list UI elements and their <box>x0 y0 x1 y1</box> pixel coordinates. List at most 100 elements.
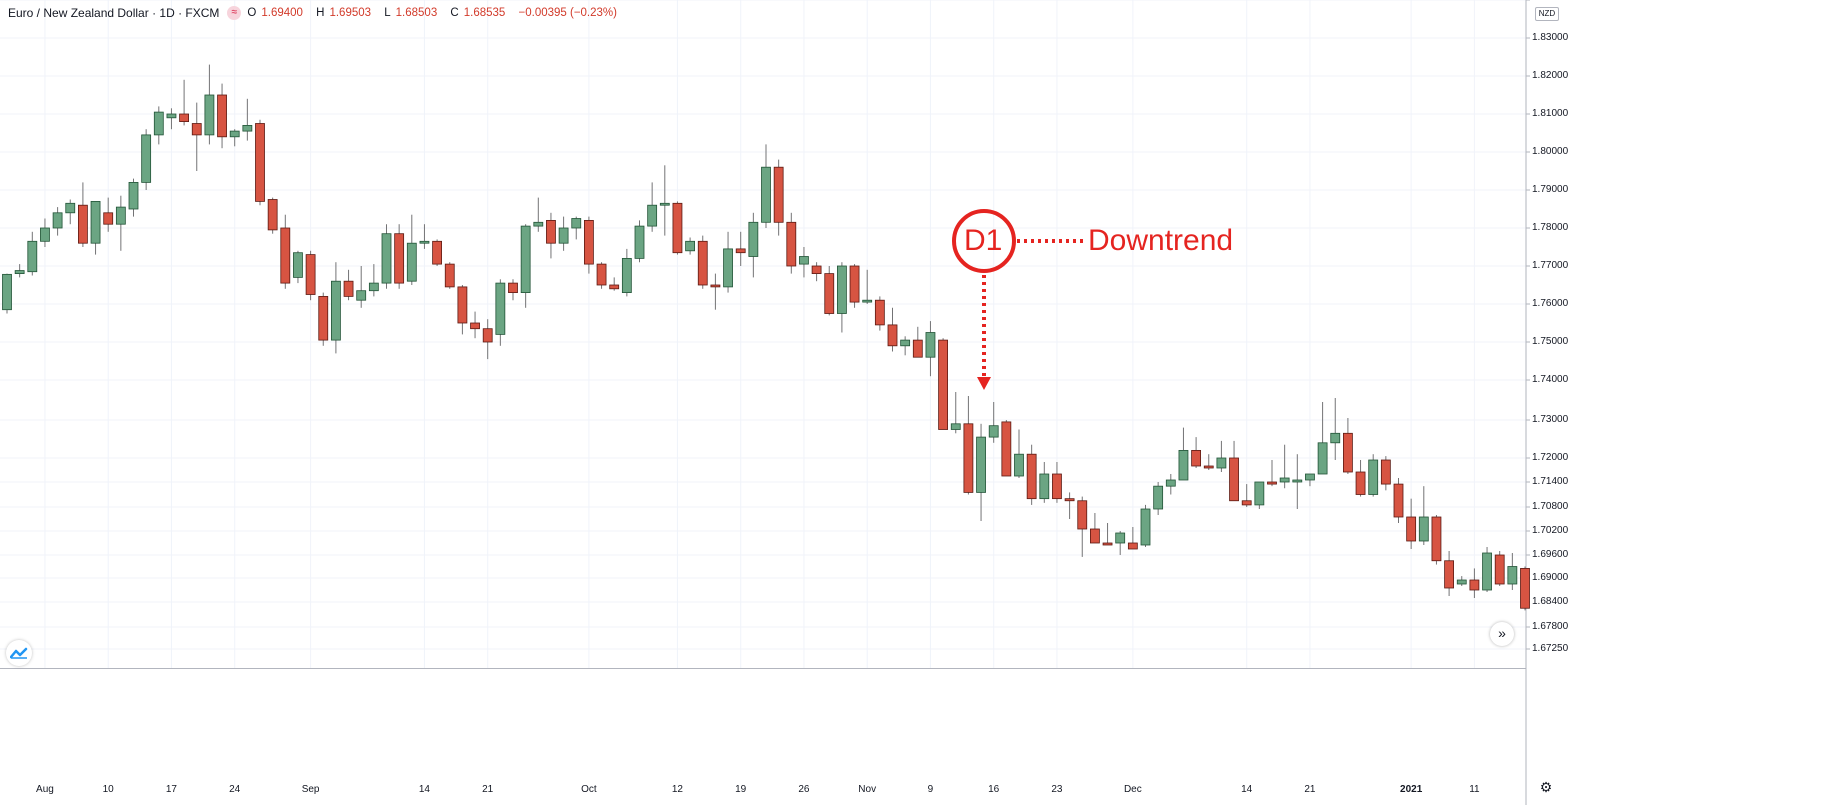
wave-icon[interactable]: ≈ <box>227 6 242 20</box>
candle-body <box>697 240 708 286</box>
candle-body <box>558 227 569 244</box>
candle-body <box>824 273 835 314</box>
candle-body <box>672 202 683 254</box>
candle-body <box>533 221 544 227</box>
candle-body <box>1254 481 1265 506</box>
double-chevron-right-icon[interactable]: » <box>1490 622 1514 646</box>
candle-body <box>1014 453 1024 477</box>
time-tick-label: 14 <box>418 784 430 795</box>
currency-badge[interactable]: NZD <box>1535 7 1559 21</box>
price-tick-label: 1.72000 <box>1532 452 1569 463</box>
candle-body <box>811 265 822 274</box>
time-tick-label: 21 <box>482 784 494 795</box>
price-tick-label: 1.81000 <box>1532 108 1569 119</box>
price-tick-label: 1.70800 <box>1532 501 1569 512</box>
candle-body <box>1469 579 1480 591</box>
candle-body <box>520 225 531 294</box>
candle-body <box>470 322 480 330</box>
candle-body <box>647 204 658 227</box>
candle-body <box>1406 516 1417 542</box>
price-tick-label: 1.76000 <box>1532 298 1569 309</box>
candle-body <box>925 332 936 358</box>
candle-body <box>482 328 493 343</box>
time-tick-label: 16 <box>988 784 1000 795</box>
candle-body <box>609 284 620 290</box>
candle-body <box>1305 473 1315 481</box>
price-tick-label: 1.82000 <box>1532 70 1569 81</box>
candle-body <box>368 282 379 292</box>
open-value: 1.69400 <box>261 7 303 19</box>
candle-body <box>444 263 455 288</box>
candle-body <box>546 219 556 244</box>
candle-body <box>1343 432 1353 473</box>
candle-body <box>950 423 961 430</box>
candle-body <box>318 295 329 341</box>
candle-body <box>887 324 898 347</box>
candle-body <box>217 94 227 138</box>
candle-body <box>78 204 88 244</box>
annotation-text: Downtrend <box>1088 224 1234 257</box>
candle-body <box>571 218 582 229</box>
time-tick-label: 11 <box>1469 784 1480 795</box>
candle-body <box>381 233 392 284</box>
candle-body <box>166 113 177 119</box>
candle-body <box>685 240 695 252</box>
price-tick-label: 1.67250 <box>1532 643 1569 654</box>
candle-body <box>280 227 291 284</box>
symbol-title[interactable]: Euro / New Zealand Dollar · 1D · FXCM <box>8 6 220 20</box>
candle-body <box>874 299 885 326</box>
candle-body <box>963 423 974 493</box>
candle-body <box>153 111 164 136</box>
candle-body <box>786 221 797 267</box>
price-tick-label: 1.78000 <box>1532 222 1569 233</box>
price-tick-label: 1.70200 <box>1532 525 1569 536</box>
candle-body <box>40 227 50 242</box>
time-tick-label: 21 <box>1304 784 1316 795</box>
candle-body <box>584 219 594 265</box>
candle-body <box>229 130 240 138</box>
candle-body <box>710 284 721 288</box>
candle-body <box>457 286 468 324</box>
candle-body <box>1393 483 1404 518</box>
candle-body <box>862 299 873 303</box>
annotation-arrowhead <box>977 377 991 390</box>
price-tick-label: 1.67800 <box>1532 621 1569 632</box>
annotation-label: D1 <box>964 224 1003 257</box>
candle-body <box>621 257 632 293</box>
candle-body <box>27 240 38 273</box>
candle-body <box>90 200 101 244</box>
time-tick-label: 10 <box>102 784 114 795</box>
candle-body <box>1368 459 1379 495</box>
candle-body <box>191 123 202 136</box>
close-value: 1.68535 <box>463 7 506 19</box>
candle-body <box>659 202 670 206</box>
candle-body <box>179 113 190 122</box>
candle-body <box>799 256 809 265</box>
candle-body <box>1520 568 1530 609</box>
tradingview-logo-icon[interactable] <box>6 640 32 666</box>
candle-body <box>1456 579 1467 585</box>
price-tick-label: 1.68400 <box>1532 596 1569 607</box>
price-tick-label: 1.69000 <box>1532 572 1569 583</box>
candle-body <box>141 134 152 183</box>
candle-body <box>596 263 607 286</box>
price-tick-label: 1.69600 <box>1532 549 1569 560</box>
time-tick-label: Oct <box>581 784 597 795</box>
candle-body <box>1165 479 1176 487</box>
gear-icon[interactable]: ⚙ <box>1539 779 1553 795</box>
candle-body <box>293 252 303 278</box>
time-tick-label: 17 <box>165 784 177 795</box>
candle-body <box>1380 459 1391 485</box>
candle-body <box>1127 542 1138 550</box>
time-tick-label: 2021 <box>1400 784 1423 795</box>
candle-body <box>1507 566 1518 585</box>
candle-body <box>305 254 316 295</box>
candle-body <box>735 248 746 254</box>
candle-body <box>773 166 784 223</box>
time-tick-label: Dec <box>1123 784 1142 795</box>
candle-body <box>330 280 341 341</box>
ohlc-values: O 1.69400 H 1.69503 L 1.68503 C 1.68535 −0.0… <box>247 7 617 19</box>
change-value: −0.00395 (−0.23%) <box>518 7 617 19</box>
time-tick-label: 12 <box>671 784 683 795</box>
